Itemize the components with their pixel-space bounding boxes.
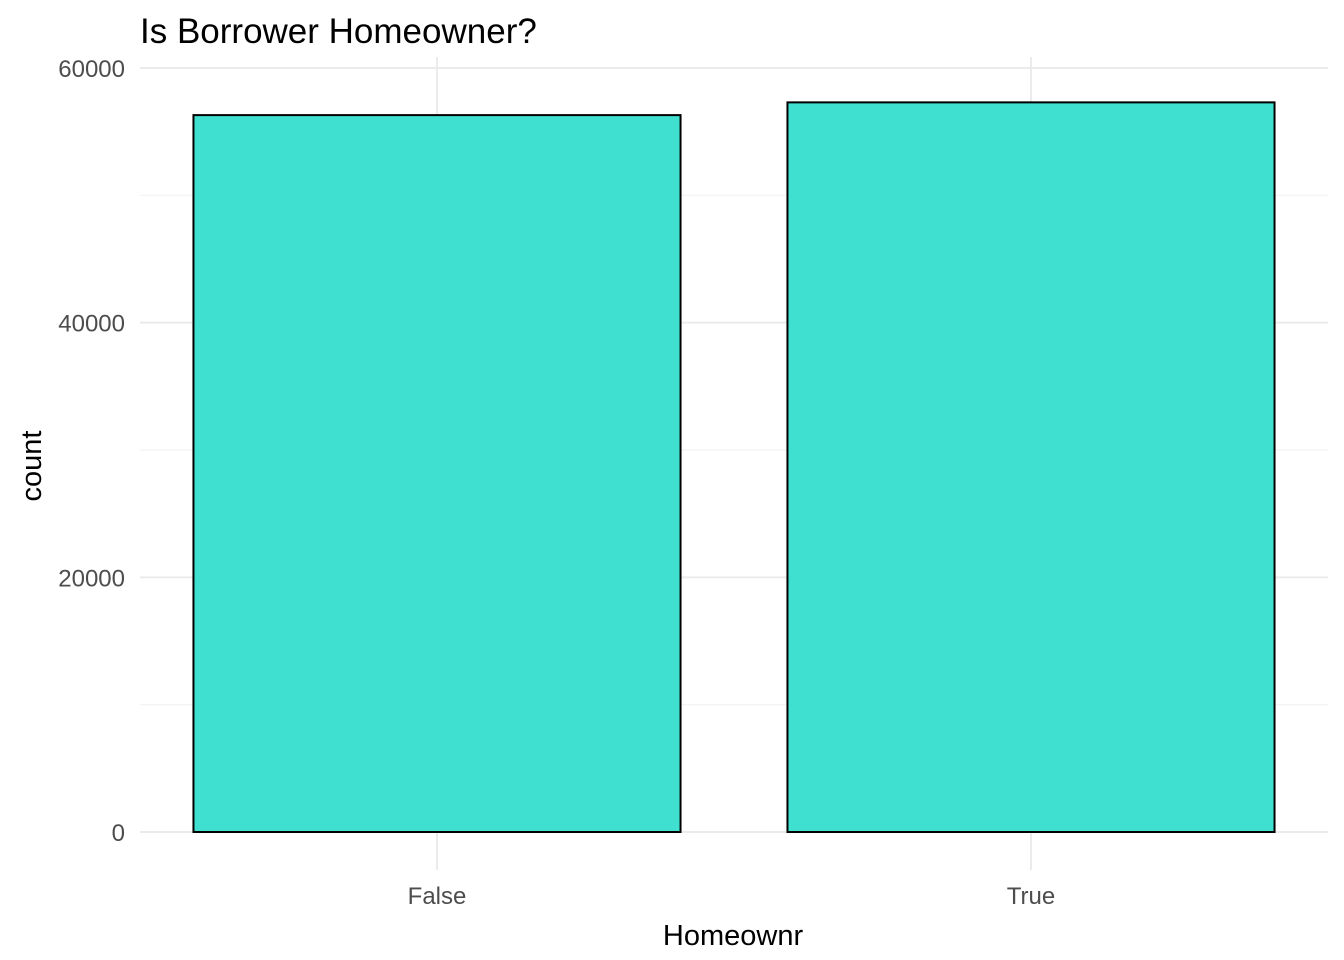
x-tick-label: False xyxy=(408,883,467,910)
bar-true xyxy=(786,101,1276,833)
x-axis-ticks: False True xyxy=(408,883,1056,910)
y-axis-ticks: 0 20000 40000 60000 xyxy=(58,56,125,847)
y-tick-label: 20000 xyxy=(58,565,125,592)
y-tick-label: 0 xyxy=(112,820,125,847)
x-axis-title: Homeownr xyxy=(663,920,804,952)
bars xyxy=(192,101,1276,833)
y-tick-label: 60000 xyxy=(58,56,125,83)
y-tick-label: 40000 xyxy=(58,311,125,338)
chart-title: Is Borrower Homeowner? xyxy=(140,12,537,51)
y-axis-title: count xyxy=(16,431,48,502)
x-tick-label: True xyxy=(1007,883,1055,910)
bar-false xyxy=(192,114,682,833)
